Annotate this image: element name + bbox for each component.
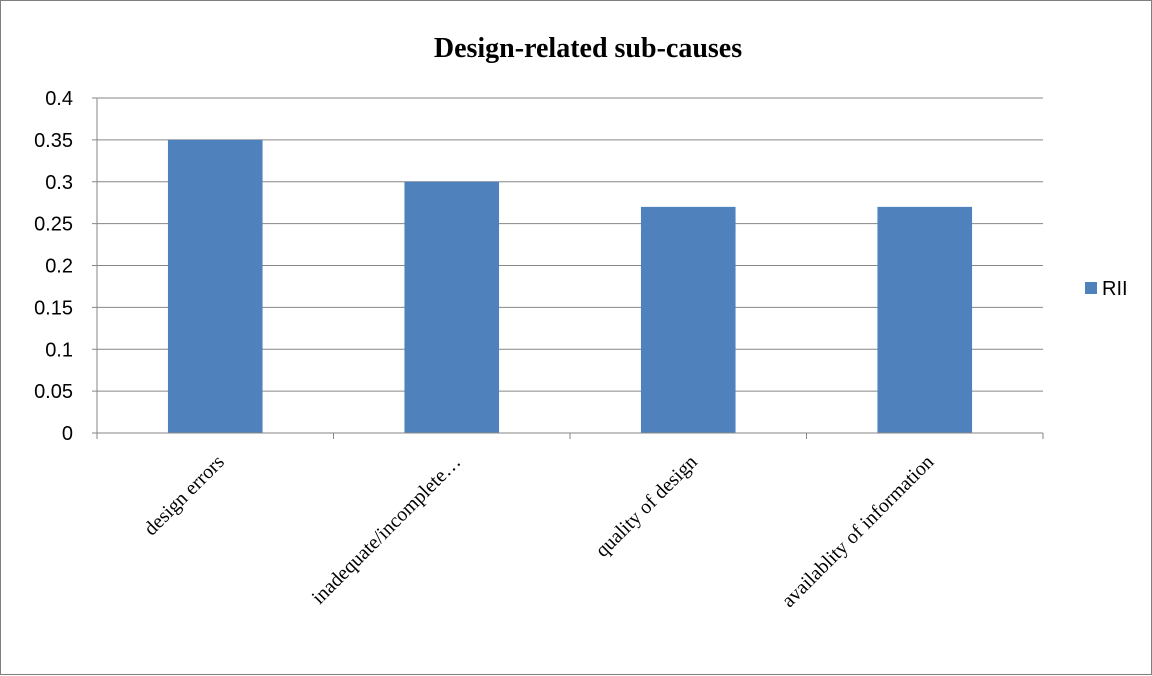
bar-3 [877,206,973,433]
y-tick-label: 0 [62,423,73,445]
legend: RII [1085,278,1128,300]
x-tick-label: design errors [140,451,229,540]
bar-0 [167,139,263,433]
y-tick-label: 0.2 [45,256,73,278]
y-tick-label: 0.1 [45,339,73,361]
y-tick-labels: 0 0.05 0.1 0.15 0.2 0.25 0.3 0.35 0.4 [34,88,73,445]
bar-2 [640,206,736,433]
x-tick-label: quality of design [591,451,702,562]
y-tick-label: 0.4 [45,88,73,110]
x-tick-label: inadequate/incomplete… [308,451,466,609]
axes [92,97,1044,439]
y-tick-label: 0.3 [45,172,73,194]
y-tick-label: 0.35 [34,130,73,152]
y-tick-label: 0.15 [34,297,73,319]
x-tick-label: availablity of information [777,451,938,612]
legend-label-rii: RII [1102,278,1128,300]
y-tick-label: 0.05 [34,381,73,403]
y-tick-label: 0.25 [34,214,73,236]
chart-title: Design-related sub-causes [434,33,742,64]
bar-1 [404,181,500,433]
bars [167,139,973,433]
x-tick-labels: design errors inadequate/incomplete… quali… [140,451,938,612]
legend-swatch-rii [1085,282,1097,294]
